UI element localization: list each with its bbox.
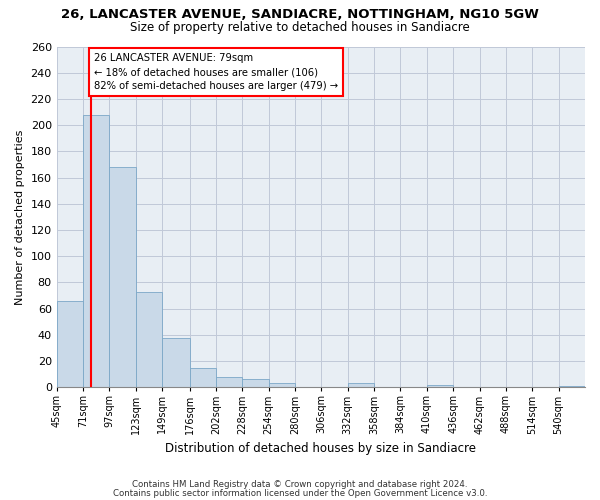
Bar	[162, 338, 190, 388]
Text: 26 LANCASTER AVENUE: 79sqm
← 18% of detached houses are smaller (106)
82% of sem: 26 LANCASTER AVENUE: 79sqm ← 18% of deta…	[94, 53, 338, 91]
Bar	[269, 384, 295, 388]
Text: Contains HM Land Registry data © Crown copyright and database right 2024.: Contains HM Land Registry data © Crown c…	[132, 480, 468, 489]
Bar	[216, 377, 242, 388]
Bar	[190, 368, 216, 388]
X-axis label: Distribution of detached houses by size in Sandiacre: Distribution of detached houses by size …	[166, 442, 476, 455]
Text: 26, LANCASTER AVENUE, SANDIACRE, NOTTINGHAM, NG10 5GW: 26, LANCASTER AVENUE, SANDIACRE, NOTTING…	[61, 8, 539, 20]
Text: Contains public sector information licensed under the Open Government Licence v3: Contains public sector information licen…	[113, 489, 487, 498]
Bar	[348, 384, 374, 388]
Bar	[559, 386, 585, 388]
Bar	[109, 167, 136, 388]
Bar	[427, 384, 453, 388]
Bar	[136, 292, 162, 388]
Text: Size of property relative to detached houses in Sandiacre: Size of property relative to detached ho…	[130, 21, 470, 34]
Bar	[83, 114, 109, 388]
Bar	[242, 380, 269, 388]
Bar	[56, 301, 83, 388]
Y-axis label: Number of detached properties: Number of detached properties	[15, 129, 25, 304]
